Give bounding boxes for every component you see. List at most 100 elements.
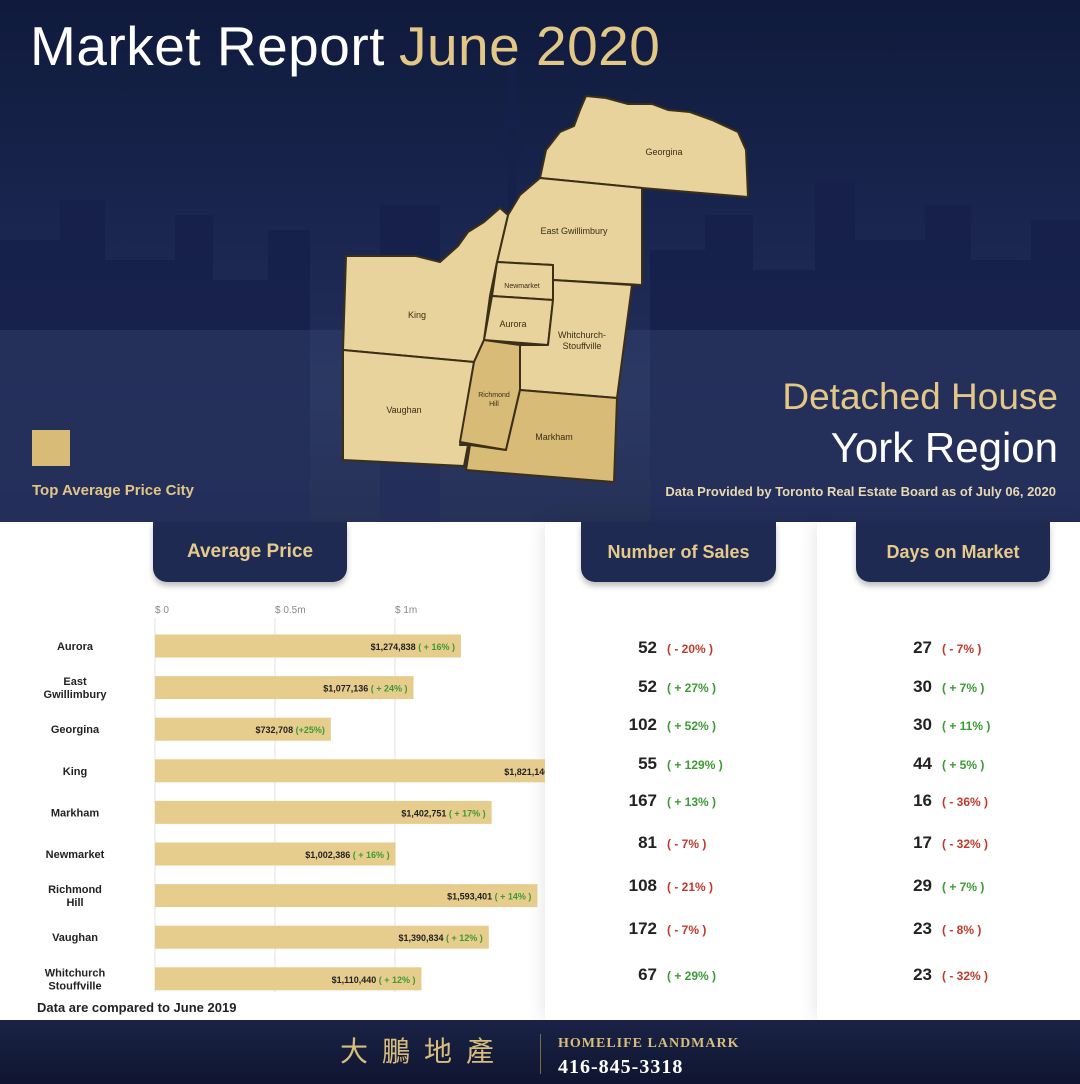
hero-banner: Market Report June 2020 Georgina East Gwi (0, 0, 1080, 522)
category-label: Gwillimbury (44, 689, 108, 701)
price-change: ( + 16% ) (418, 642, 455, 652)
map-label-king: King (408, 310, 426, 320)
sales-change: ( + 13% ) (667, 795, 717, 809)
days-on-market-row: 17 ( - 32% ) (872, 833, 988, 853)
price-value: $1,274,838 (371, 642, 419, 652)
sales-row: 167 ( + 13% ) (597, 791, 716, 811)
report-title: Market Report June 2020 (30, 14, 660, 78)
category-label: Stouffville (48, 980, 101, 992)
sales-value: 67 (638, 965, 657, 984)
sales-change: ( + 52% ) (667, 719, 717, 733)
map-label-richmond-1: Richmond (478, 392, 510, 399)
title-market-report: Market Report (30, 15, 385, 77)
subtitle-property-type: Detached House (782, 376, 1058, 417)
average-price-bar-chart: $ 0 $ 0.5m $ 1m Aurora $1,274,838 ( + 16% ) E… (44, 605, 545, 992)
price-data-label: $1,110,440 ( + 12% ) (332, 975, 416, 985)
price-value: $1,402,751 (401, 808, 449, 818)
price-value: $1,821,140 (504, 767, 545, 777)
days-on-market-row: 44 ( + 5% ) (872, 754, 984, 774)
days-on-market-change: ( + 7% ) (942, 681, 985, 695)
x-tick-label: $ 0.5m (275, 605, 306, 616)
price-data-label: $1,402,751 ( + 17% ) (401, 808, 485, 818)
price-value: $1,077,136 (323, 684, 371, 694)
sales-row: 52 ( + 27% ) (597, 677, 716, 697)
price-change: ( + 16% ) (353, 850, 390, 860)
footer-chinese-brand: 大鵬地產 (340, 1035, 509, 1068)
category-label: Georgina (51, 724, 100, 736)
category-label: Whitchurch (45, 967, 106, 979)
price-change: ( + 14% ) (495, 892, 532, 902)
comparison-note: Data are compared to June 2019 (37, 1000, 237, 1015)
days-on-market-change: ( - 32% ) (942, 837, 989, 851)
category-label: East (63, 676, 87, 688)
map-label-georgina: Georgina (645, 147, 682, 157)
sales-change: ( - 7% ) (667, 837, 707, 851)
days-on-market-row: 23 ( - 8% ) (872, 919, 981, 939)
sales-change: ( - 20% ) (667, 642, 714, 656)
sales-value: 108 (628, 876, 657, 895)
days-on-market-value: 17 (913, 833, 932, 852)
sales-row: 52 ( - 20% ) (597, 638, 713, 658)
price-bar (155, 717, 331, 741)
days-on-market-change: ( - 8% ) (942, 923, 982, 937)
sales-row: 55 ( + 129% ) (597, 754, 723, 774)
sales-change: ( - 21% ) (667, 880, 714, 894)
price-data-label: $1,002,386 ( + 16% ) (305, 850, 389, 860)
map-label-east-gwillimbury: East Gwillimbury (540, 226, 608, 236)
legend-swatch-top-price (32, 430, 70, 466)
days-on-market-change: ( + 11% ) (942, 719, 991, 733)
sales-change: ( + 129% ) (667, 758, 723, 772)
price-bar (155, 676, 414, 700)
sales-value: 167 (628, 791, 657, 810)
sales-value: 102 (628, 715, 657, 734)
column-header-number-of-sales: Number of Sales (581, 522, 776, 582)
days-on-market-change: ( + 7% ) (942, 880, 985, 894)
sales-value: 52 (638, 638, 657, 657)
price-data-label: $1,390,834 ( + 12% ) (398, 933, 482, 943)
footer-brand-bar: 大鵬地產 HOMELIFE LANDMARK 416-845-3318 (0, 1020, 1080, 1084)
price-data-label: $1,821,140 ( +58% ) (504, 767, 545, 777)
days-on-market-value: 30 (913, 677, 932, 696)
sales-row: 81 ( - 7% ) (597, 833, 706, 853)
footer-brand-name: HOMELIFE LANDMARK (558, 1036, 740, 1051)
sales-value: 55 (638, 754, 657, 773)
price-bar (155, 884, 538, 908)
sales-value: 52 (638, 677, 657, 696)
days-on-market-row: 30 ( + 7% ) (872, 677, 984, 697)
map-region-markham (465, 389, 618, 483)
days-on-market-value: 44 (913, 754, 932, 773)
days-on-market-change: ( - 36% ) (942, 795, 989, 809)
data-source-note: Data Provided by Toronto Real Estate Boa… (665, 484, 1056, 499)
price-bar (155, 634, 461, 658)
price-bar (155, 800, 492, 824)
days-on-market-row: 29 ( + 7% ) (872, 876, 984, 896)
city-skyline-background (0, 60, 1080, 522)
price-data-label: $1,274,838 ( + 16% ) (371, 642, 455, 652)
price-bar (155, 967, 422, 991)
sales-change: ( - 7% ) (667, 923, 707, 937)
price-bar (155, 925, 489, 949)
days-on-market-value: 16 (913, 791, 932, 810)
map-label-richmond-2: Hill (489, 401, 499, 408)
days-on-market-value: 29 (913, 876, 932, 895)
price-data-label: $732,708 (+25%) (256, 725, 325, 735)
price-value: $1,002,386 (305, 850, 353, 860)
price-value: $1,110,440 (332, 975, 379, 985)
sales-change: ( + 29% ) (667, 969, 717, 983)
days-on-market-value: 30 (913, 715, 932, 734)
footer-phone: 416-845-3318 (558, 1056, 684, 1078)
x-tick-label: $ 1m (395, 605, 417, 616)
york-region-map: Georgina East Gwillimbury King Newmarket… (342, 95, 749, 483)
subtitle-region: York Region (830, 424, 1058, 471)
footer-divider (540, 1034, 541, 1074)
column-header-days-on-market: Days on Market (856, 522, 1050, 582)
price-bar (155, 842, 396, 866)
category-label: Aurora (57, 641, 94, 653)
number-of-sales-panel (545, 522, 817, 1020)
days-on-market-value: 23 (913, 919, 932, 938)
price-change: ( + 17% ) (449, 808, 486, 818)
price-value: $1,390,834 (398, 933, 446, 943)
days-on-market-change: ( + 5% ) (942, 758, 985, 772)
sales-row: 102 ( + 52% ) (597, 715, 716, 735)
map-region-newmarket (491, 261, 554, 301)
